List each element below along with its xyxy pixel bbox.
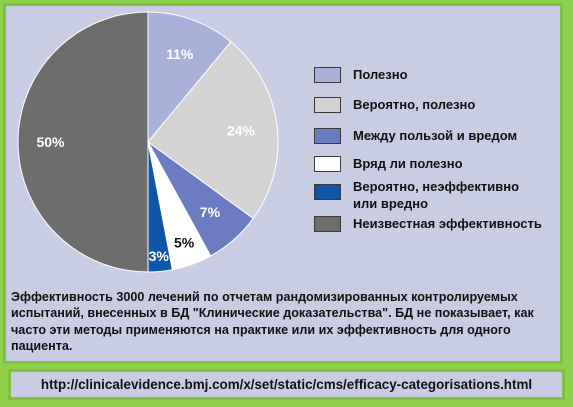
slice-value-label: 5%	[174, 234, 195, 250]
pie-slice	[17, 11, 149, 273]
legend-label: Вероятно, неэффективно или вредно	[353, 179, 520, 211]
slice-value-label: 11%	[166, 46, 194, 62]
legend-item: Полезно	[314, 66, 408, 83]
pie-chart: 11% 24% 7% 5%3% 50%	[17, 11, 279, 273]
slice-value-label: 24%	[227, 122, 256, 138]
source-url-link[interactable]: http://clinicalevidence.bmj.com/x/set/st…	[40, 377, 533, 392]
legend-swatch-likely-harmful	[314, 184, 341, 200]
legend-swatch-likely-useful	[314, 96, 341, 113]
slice-value-label: 7%	[200, 204, 221, 220]
chart-caption: Эффективность 3000 лечений по отчетам ра…	[11, 290, 534, 353]
legend-swatch-tradeoff	[314, 127, 341, 144]
pie-slice	[147, 41, 279, 220]
legend-item: Вряд ли полезно	[314, 155, 463, 172]
legend-label: Полезно	[353, 67, 408, 82]
legend-item: Вероятно, полезно	[314, 96, 475, 113]
legend-label: Между пользой и вредом	[353, 128, 518, 143]
legend-swatch-unlikely-useful	[314, 155, 341, 172]
legend-swatch-useful	[314, 66, 341, 83]
legend-item: Между пользой и вредом	[314, 127, 517, 144]
legend-item: Неизвестная эффективность	[314, 215, 542, 232]
legend-label: Вероятно, полезно	[353, 97, 476, 112]
slice-value-label: 50%	[36, 134, 65, 150]
slice-value-label: 3%	[149, 248, 170, 264]
legend-label: Вряд ли полезно	[353, 156, 463, 171]
pie-slice	[147, 11, 232, 144]
legend-label: Неизвестная эффективность	[353, 216, 542, 231]
source-url-box: http://clinicalevidence.bmj.com/x/set/st…	[8, 369, 565, 400]
legend-item: Вероятно, неэффективно или вредно	[314, 178, 524, 212]
legend-swatch-unknown	[314, 215, 341, 232]
chart-panel: 11% 24% 7% 5% 3% 50% Полезно Вероятно, полезн…	[3, 3, 563, 364]
